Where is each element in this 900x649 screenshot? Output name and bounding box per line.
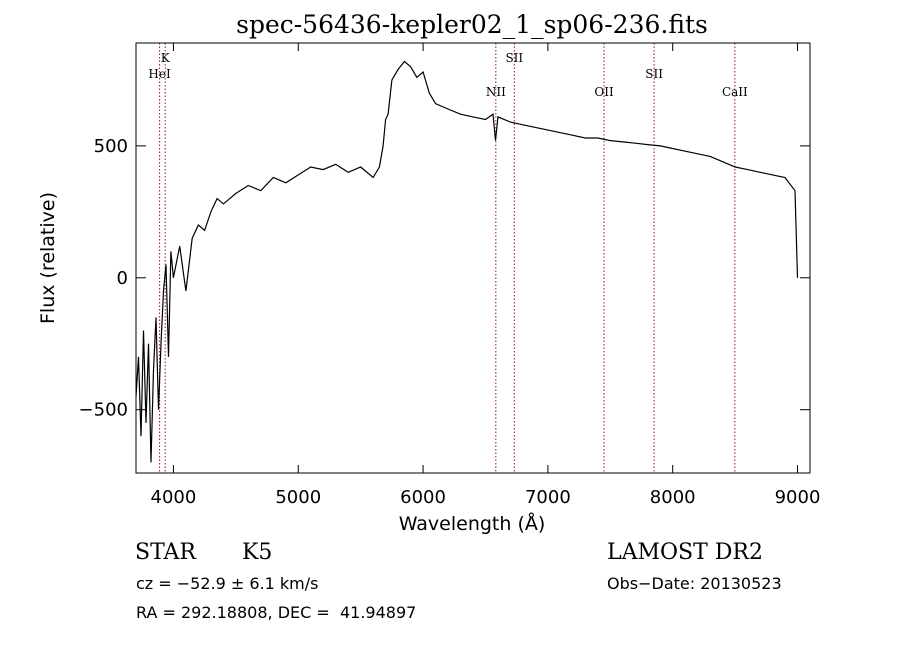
line-marker-layer: K HeI NII SII OII SII CaII bbox=[148, 43, 748, 473]
spectral-line-label: SII bbox=[505, 51, 523, 65]
y-tick-label: 0 bbox=[117, 268, 128, 289]
x-tick-label: 6000 bbox=[400, 487, 446, 508]
x-tick-label: 4000 bbox=[151, 487, 197, 508]
plot-frame bbox=[135, 42, 811, 474]
redshift-velocity: cz = −52.9 ± 6.1 km/s bbox=[136, 574, 319, 593]
y-axis-label: Flux (relative) bbox=[37, 192, 59, 324]
spectral-line-label: SII bbox=[645, 67, 663, 81]
x-tick-label: 9000 bbox=[775, 487, 821, 508]
x-tick-label: 7000 bbox=[525, 487, 571, 508]
chart-title: spec-56436-kepler02_1_sp06-236.fits bbox=[236, 10, 708, 39]
spectral-line-label: K bbox=[161, 51, 171, 65]
object-subclass: K5 bbox=[242, 540, 273, 565]
spectral-line-label: OII bbox=[594, 85, 614, 99]
spectral-line-label: NII bbox=[486, 85, 506, 99]
y-tick-label: 500 bbox=[94, 136, 128, 157]
observation-date: Obs−Date: 20130523 bbox=[607, 574, 782, 593]
x-axis-label: Wavelength (Å) bbox=[399, 512, 546, 535]
x-axis: 4000 5000 6000 7000 8000 9000 bbox=[151, 43, 821, 508]
sky-coordinates: RA = 292.18808, DEC = 41.94897 bbox=[136, 603, 417, 622]
object-class: STAR bbox=[135, 540, 196, 565]
x-tick-label: 8000 bbox=[650, 487, 696, 508]
y-axis: −500 0 500 bbox=[79, 136, 810, 421]
x-tick-label: 5000 bbox=[275, 487, 321, 508]
spectral-line-label: HeI bbox=[148, 67, 171, 81]
spectrum-line bbox=[135, 60, 799, 463]
survey-name: LAMOST DR2 bbox=[607, 540, 763, 565]
spectral-line-label: CaII bbox=[722, 85, 748, 99]
y-tick-label: −500 bbox=[79, 400, 128, 421]
